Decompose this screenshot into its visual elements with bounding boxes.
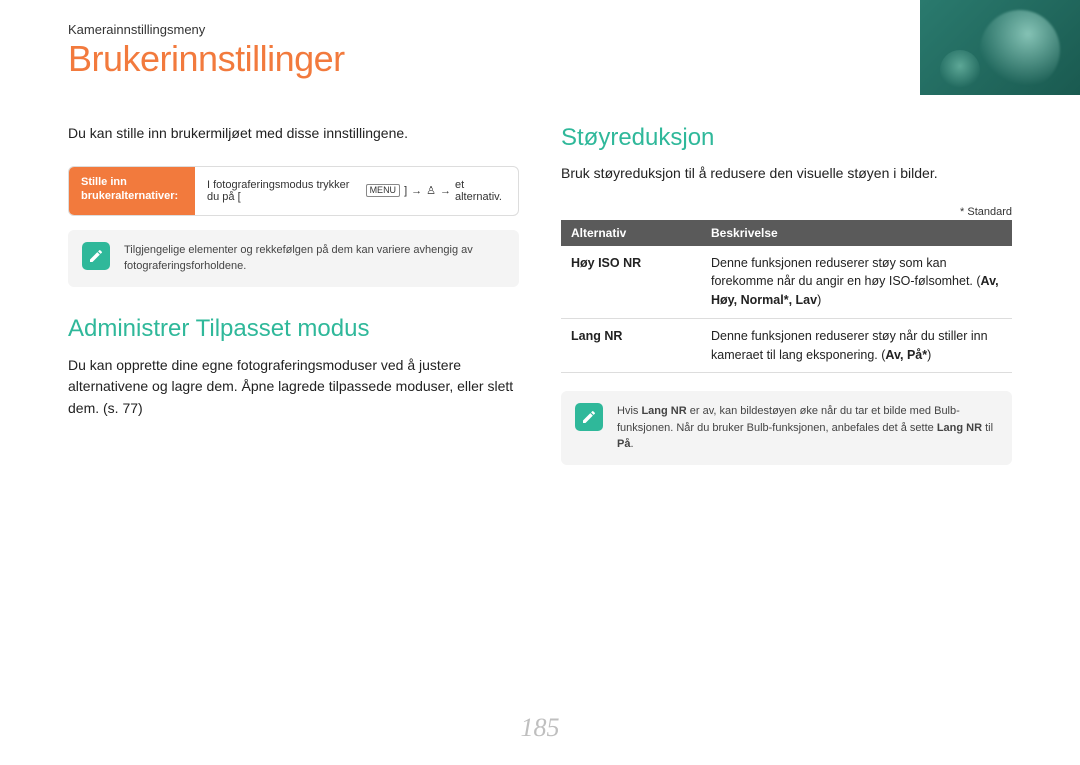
person-icon: ♙ bbox=[426, 184, 436, 197]
pen-icon bbox=[575, 403, 603, 431]
menu-badge: MENU bbox=[366, 184, 401, 197]
section-body-custom-mode: Du kan opprette dine egne fotograferings… bbox=[68, 355, 519, 420]
left-column: Du kan stille inn brukermiljøet med diss… bbox=[68, 124, 519, 493]
page-number: 185 bbox=[521, 713, 560, 743]
action-body: I fotograferingsmodus trykker du på [ MEN… bbox=[195, 167, 518, 215]
arrow-icon: → bbox=[440, 185, 451, 197]
header-decoration bbox=[920, 0, 1080, 95]
action-label: Stille inn brukeralternativer: bbox=[69, 167, 195, 215]
section-title-custom-mode: Administrer Tilpasset modus bbox=[68, 315, 519, 343]
arrow-icon: → bbox=[411, 185, 422, 197]
content: Du kan stille inn brukermiljøet med diss… bbox=[68, 124, 1012, 493]
action-prefix: I fotograferingsmodus trykker du på [ bbox=[207, 179, 362, 203]
info-text-noise: Hvis Lang NR er av, kan bildestøyen øke … bbox=[617, 403, 998, 453]
section-title-noise: Støyreduksjon bbox=[561, 124, 1012, 152]
intro-text: Du kan stille inn brukermiljøet med diss… bbox=[68, 124, 519, 144]
options-table: Alternativ Beskrivelse Høy ISO NRDenne f… bbox=[561, 220, 1012, 374]
info-box-noise: Hvis Lang NR er av, kan bildestøyen øke … bbox=[561, 391, 1012, 465]
action-suffix: et alternativ. bbox=[455, 179, 506, 203]
opt-name: Høy ISO NR bbox=[561, 246, 701, 319]
th-option: Alternativ bbox=[561, 220, 701, 246]
opt-desc: Denne funksjonen reduserer støy som kan … bbox=[701, 246, 1012, 319]
standard-note: * Standard bbox=[561, 206, 1012, 218]
opt-desc: Denne funksjonen reduserer støy når du s… bbox=[701, 318, 1012, 373]
pen-icon bbox=[82, 242, 110, 270]
opt-name: Lang NR bbox=[561, 318, 701, 373]
th-desc: Beskrivelse bbox=[701, 220, 1012, 246]
right-column: Støyreduksjon Bruk støyreduksjon til å r… bbox=[561, 124, 1012, 493]
action-row: Stille inn brukeralternativer: I fotogra… bbox=[68, 166, 519, 216]
breadcrumb: Kamerainnstillingsmeny bbox=[68, 22, 205, 37]
page-title: Brukerinnstillinger bbox=[68, 38, 345, 80]
noise-intro: Bruk støyreduksjon til å redusere den vi… bbox=[561, 164, 1012, 184]
table-row: Lang NRDenne funksjonen reduserer støy n… bbox=[561, 318, 1012, 373]
info-text: Tilgjengelige elementer og rekkefølgen p… bbox=[124, 242, 505, 275]
table-row: Høy ISO NRDenne funksjonen reduserer stø… bbox=[561, 246, 1012, 319]
action-bracket: ] bbox=[404, 185, 407, 197]
info-box: Tilgjengelige elementer og rekkefølgen p… bbox=[68, 230, 519, 287]
